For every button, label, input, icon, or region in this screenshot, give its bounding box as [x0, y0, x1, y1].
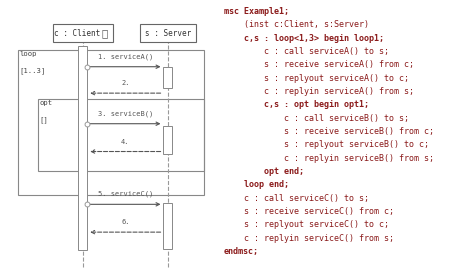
Bar [164, 67, 173, 88]
Text: msc Example1;: msc Example1; [224, 7, 289, 16]
Text: c : call serviceC() to s;: c : call serviceC() to s; [224, 194, 369, 203]
Text: s : Server: s : Server [145, 29, 191, 38]
Text: s : replyout serviceC() to c;: s : replyout serviceC() to c; [224, 220, 389, 229]
Text: s : receive serviceC() from c;: s : receive serviceC() from c; [224, 207, 394, 216]
Text: s : receive serviceB() from c;: s : receive serviceB() from c; [224, 127, 434, 136]
Bar [164, 203, 173, 249]
Text: c,s : opt begin opt1;: c,s : opt begin opt1; [224, 100, 369, 109]
Text: c : replyin serviceA() from s;: c : replyin serviceA() from s; [224, 87, 414, 96]
Text: endmsc;: endmsc; [224, 247, 259, 256]
Text: 4.: 4. [121, 138, 129, 145]
Text: (inst c:Client, s:Server): (inst c:Client, s:Server) [224, 20, 369, 29]
Text: []: [] [40, 116, 49, 123]
Text: 1. serviceA(): 1. serviceA() [98, 53, 153, 60]
Text: 2.: 2. [121, 80, 129, 86]
Text: s : replyout serviceB() to c;: s : replyout serviceB() to c; [224, 140, 429, 149]
Text: c : Client: c : Client [55, 29, 100, 38]
Text: loop end;: loop end; [224, 180, 289, 189]
Text: c : replyin serviceC() from s;: c : replyin serviceC() from s; [224, 234, 394, 243]
Text: c : call serviceA() to s;: c : call serviceA() to s; [224, 47, 389, 56]
Bar [38, 99, 204, 171]
Text: s : replyout serviceA() to c;: s : replyout serviceA() to c; [224, 74, 409, 83]
Text: 6.: 6. [121, 219, 129, 225]
Text: c,s : loop<1,3> begin loop1;: c,s : loop<1,3> begin loop1; [224, 34, 384, 43]
Text: [1..3]: [1..3] [20, 67, 46, 74]
Bar [18, 50, 204, 195]
Bar [78, 46, 87, 250]
Text: 5. serviceC(): 5. serviceC() [98, 191, 153, 197]
Text: c : call serviceB() to s;: c : call serviceB() to s; [224, 114, 409, 123]
Text: opt end;: opt end; [224, 167, 304, 176]
Text: c : replyin serviceB() from s;: c : replyin serviceB() from s; [224, 154, 434, 163]
Text: opt: opt [40, 100, 53, 106]
Bar [53, 24, 113, 43]
Bar [164, 126, 173, 154]
Text: 3. serviceB(): 3. serviceB() [98, 110, 153, 117]
Bar [140, 24, 196, 43]
Text: loop: loop [20, 51, 37, 57]
Text: s : receive serviceA() from c;: s : receive serviceA() from c; [224, 60, 414, 69]
Text: 人: 人 [101, 28, 108, 38]
